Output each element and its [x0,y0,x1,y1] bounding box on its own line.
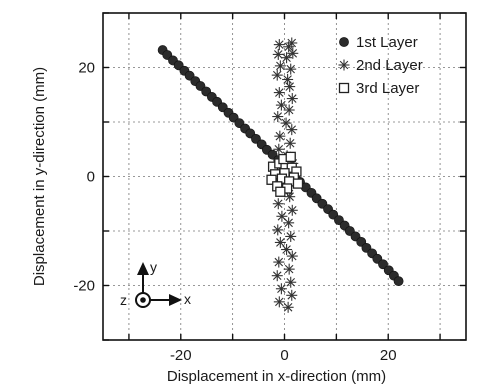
data-point [393,276,404,287]
y-arrow-head [137,262,149,275]
data-point [271,270,283,282]
z-axis-label: z [120,292,127,308]
data-point [276,210,288,222]
data-point [284,137,296,149]
y-tick-label: 0 [87,169,95,186]
data-point [378,259,388,270]
y-axis-label: Displacement in y-direction (mm) [31,67,48,286]
data-point [275,99,287,111]
legend-marker [338,82,350,94]
series-3 [266,151,304,197]
data-point [287,47,299,59]
data-point [286,93,298,105]
legend-marker [338,59,350,71]
data-point [286,204,298,216]
series-layer [157,37,404,313]
x-axis-arrow-label: x [184,291,191,307]
legend-label: 3rd Layer [356,80,419,97]
data-point [272,224,284,236]
x-tick-label: 0 [280,347,288,364]
data-point [274,60,286,72]
ticks-layer: -20 0 20 -20 0 20 [73,12,466,364]
data-point [292,178,304,189]
y-axis-arrow-label: y [150,259,157,275]
legend-marker [339,37,349,47]
data-point [286,37,298,49]
data-point [281,244,293,256]
data-point [284,81,296,93]
data-point [272,198,284,210]
coordinate-indicator: z y x [120,259,191,308]
data-point [285,230,297,242]
data-point [272,111,284,123]
data-point [272,48,284,60]
data-point [285,276,297,288]
legend-label: 2nd Layer [356,57,423,74]
data-point [286,289,298,301]
x-axis-label: Displacement in x-direction (mm) [167,368,386,385]
data-point [283,217,295,229]
data-point [282,73,294,85]
data-point [271,69,283,81]
z-axis-dot [140,297,146,303]
y-tick-label: 20 [78,60,95,77]
y-tick-label: -20 [73,278,95,295]
data-point [283,104,295,116]
data-point [281,52,293,64]
data-point [275,186,286,197]
x-arrow-head [169,294,182,306]
data-point [273,39,285,51]
data-point [273,296,285,308]
data-point [285,63,297,75]
data-point [282,301,294,313]
plot-frame [102,12,467,341]
series-2 [271,37,299,313]
data-point [283,263,295,275]
x-tick-label: -20 [170,347,192,364]
data-point [266,174,277,185]
data-point [274,236,286,248]
legend: 1st Layer 2nd Layer 3rd Layer [338,34,423,97]
data-point [273,256,285,268]
data-point [280,117,292,129]
data-point [286,250,298,262]
data-point [273,87,285,99]
x-tick-label: 20 [380,347,397,364]
legend-label: 1st Layer [356,34,418,51]
data-point [285,151,296,163]
data-point [273,143,285,155]
data-point [274,130,286,142]
data-point [286,124,298,136]
data-point [275,283,287,295]
